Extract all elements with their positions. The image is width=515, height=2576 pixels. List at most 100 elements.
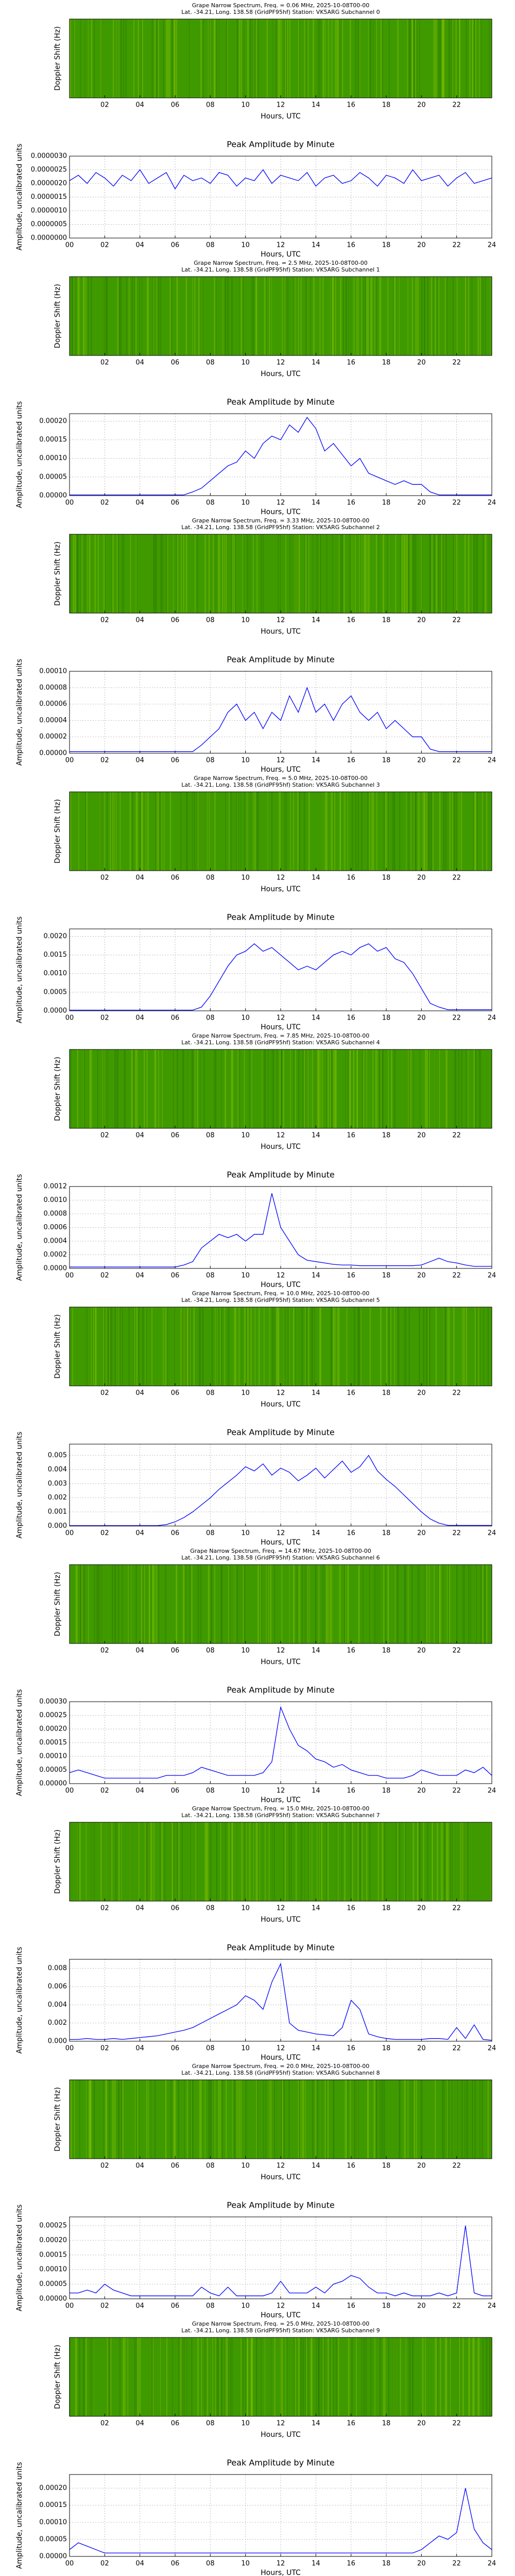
x-axis-label: Hours, UTC xyxy=(261,2431,301,2439)
x-tick-label: 20 xyxy=(417,499,426,507)
x-tick-label: 02 xyxy=(100,1272,109,1280)
x-tick-label: 10 xyxy=(241,1389,250,1397)
chart-title: Grape Narrow Spectrum, Freq. = 0.06 MHz,… xyxy=(192,2,370,9)
x-tick-label: 06 xyxy=(171,1132,180,1140)
x-tick-label: 18 xyxy=(382,2162,391,2170)
x-tick-label: 14 xyxy=(312,359,320,367)
chart-title: Grape Narrow Spectrum, Freq. = 5.0 MHz, … xyxy=(194,775,368,782)
x-tick-label: 16 xyxy=(347,617,355,624)
x-tick-label: 00 xyxy=(65,242,74,249)
x-tick-label: 20 xyxy=(417,1905,426,1912)
x-tick-label: 12 xyxy=(277,2162,285,2170)
x-tick-label: 06 xyxy=(171,1014,180,1022)
x-tick-label: 12 xyxy=(277,1647,285,1655)
x-tick-label: 16 xyxy=(347,2162,355,2170)
x-tick-label: 02 xyxy=(100,1787,109,1795)
x-axis-label: Hours, UTC xyxy=(261,1023,301,1031)
x-tick-label: 24 xyxy=(488,1787,496,1795)
x-tick-label: 04 xyxy=(135,2302,144,2310)
chart-title: Grape Narrow Spectrum, Freq. = 2.5 MHz, … xyxy=(194,260,368,266)
y-tick-label: 0.0005 xyxy=(44,988,67,996)
y-tick-label: 0.00010 xyxy=(39,2518,67,2526)
x-tick-label: 06 xyxy=(171,1389,180,1397)
x-tick-label: 10 xyxy=(241,757,250,765)
y-tick-label: 0.004 xyxy=(48,2001,67,2009)
x-tick-label: 08 xyxy=(206,1014,215,1022)
chart-subtitle: Lat. -34.21, Long. 138.58 (GridPF95hf) S… xyxy=(181,1297,380,1303)
x-tick-label: 16 xyxy=(347,874,355,882)
x-axis-label: Hours, UTC xyxy=(261,508,301,516)
x-tick-label: 04 xyxy=(135,2162,144,2170)
x-tick-label: 20 xyxy=(417,757,426,765)
x-tick-label: 06 xyxy=(171,2045,180,2053)
data-line xyxy=(69,1706,492,1779)
chart-subtitle: Lat. -34.21, Long. 138.58 (GridPF95hf) S… xyxy=(181,524,380,531)
y-tick-label: 0.00005 xyxy=(39,2280,67,2288)
y-axis-label: Amplitude, uncalibrated units xyxy=(15,1174,24,1281)
chart-title: Peak Amplitude by Minute xyxy=(227,1685,335,1695)
x-tick-label: 16 xyxy=(347,1647,355,1655)
chart-title: Peak Amplitude by Minute xyxy=(227,1428,335,1437)
x-tick-label: 12 xyxy=(277,2420,285,2428)
x-axis-label: Hours, UTC xyxy=(261,1916,301,1924)
x-tick-label: 08 xyxy=(206,2560,215,2568)
y-axis-label: Doppler Shift (Hz) xyxy=(54,26,62,91)
spectrogram-field xyxy=(70,2080,492,2159)
y-tick-label: 0.00025 xyxy=(39,1711,67,1719)
y-axis-label: Amplitude, uncalibrated units xyxy=(15,1432,24,1539)
y-axis-label: Doppler Shift (Hz) xyxy=(54,2087,62,2151)
x-tick-label: 16 xyxy=(347,242,355,249)
x-tick-label: 16 xyxy=(347,101,355,109)
x-tick-label: 10 xyxy=(241,617,250,624)
x-tick-label: 12 xyxy=(277,1787,285,1795)
x-tick-label: 04 xyxy=(135,757,144,765)
x-tick-label: 06 xyxy=(171,1647,180,1655)
x-tick-label: 18 xyxy=(382,617,391,624)
x-tick-label: 22 xyxy=(452,2162,461,2170)
x-tick-label: 20 xyxy=(417,2560,426,2568)
y-tick-label: 0.008 xyxy=(48,1964,67,1972)
y-tick-label: 0.0000005 xyxy=(31,221,67,228)
x-tick-label: 08 xyxy=(206,101,215,109)
x-tick-label: 24 xyxy=(488,2045,496,2053)
x-tick-label: 04 xyxy=(135,101,144,109)
x-tick-label: 24 xyxy=(488,1272,496,1280)
x-tick-label: 16 xyxy=(347,2045,355,2053)
x-tick-label: 22 xyxy=(452,874,461,882)
y-tick-label: 0.001 xyxy=(48,1508,67,1516)
x-tick-label: 06 xyxy=(171,2162,180,2170)
y-tick-label: 0.00002 xyxy=(39,733,67,741)
x-tick-label: 16 xyxy=(347,1132,355,1140)
x-tick-label: 24 xyxy=(488,2560,496,2568)
x-tick-label: 10 xyxy=(241,2302,250,2310)
x-tick-label: 10 xyxy=(241,874,250,882)
y-tick-label: 0.00005 xyxy=(39,1766,67,1774)
x-tick-label: 08 xyxy=(206,617,215,624)
chart-title: Grape Narrow Spectrum, Freq. = 15.0 MHz,… xyxy=(192,1805,370,1812)
x-tick-label: 10 xyxy=(241,242,250,249)
x-tick-label: 06 xyxy=(171,1530,180,1537)
x-tick-label: 06 xyxy=(171,359,180,367)
chart-title: Peak Amplitude by Minute xyxy=(227,140,335,149)
x-tick-label: 08 xyxy=(206,2420,215,2428)
x-tick-label: 12 xyxy=(277,1132,285,1140)
x-tick-label: 20 xyxy=(417,1787,426,1795)
x-tick-label: 12 xyxy=(277,2302,285,2310)
x-tick-label: 20 xyxy=(417,359,426,367)
chart-subtitle: Lat. -34.21, Long. 138.58 (GridPF95hf) S… xyxy=(181,9,380,15)
x-tick-label: 12 xyxy=(277,874,285,882)
x-tick-label: 14 xyxy=(312,1787,320,1795)
x-tick-label: 18 xyxy=(382,1272,391,1280)
x-tick-label: 08 xyxy=(206,1389,215,1397)
y-tick-label: 0.00015 xyxy=(39,2251,67,2259)
x-tick-label: 18 xyxy=(382,1905,391,1912)
x-tick-label: 20 xyxy=(417,617,426,624)
x-tick-label: 08 xyxy=(206,2302,215,2310)
x-tick-label: 00 xyxy=(65,2045,74,2053)
x-tick-label: 16 xyxy=(347,1389,355,1397)
y-tick-label: 0.00030 xyxy=(39,1698,67,1706)
x-tick-label: 20 xyxy=(417,2162,426,2170)
x-tick-label: 14 xyxy=(312,101,320,109)
y-tick-label: 0.00000 xyxy=(39,1780,67,1788)
y-axis-label: Doppler Shift (Hz) xyxy=(54,799,62,863)
